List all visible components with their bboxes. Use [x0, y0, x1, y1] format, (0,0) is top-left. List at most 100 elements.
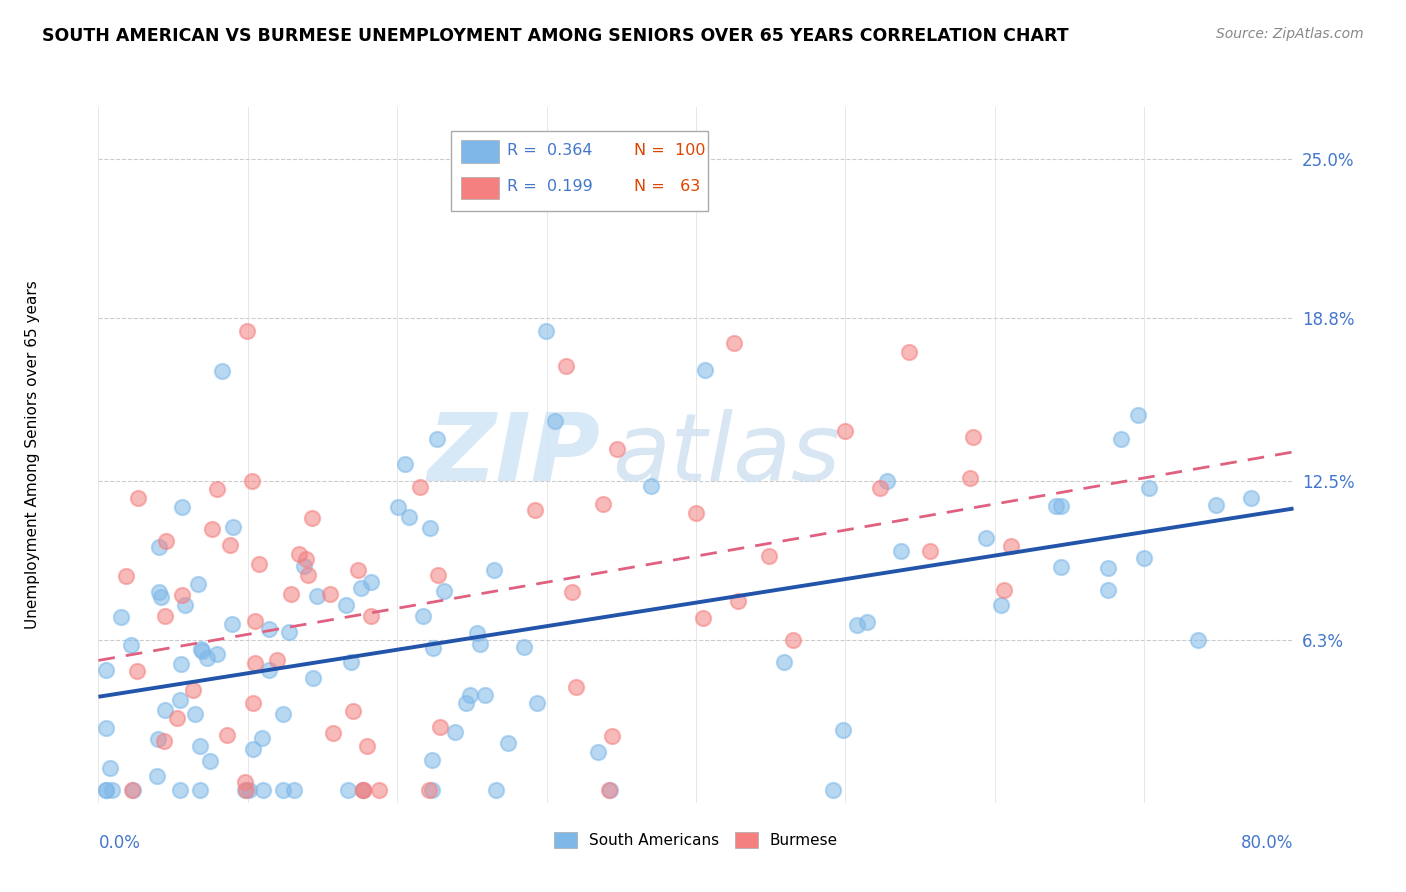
Point [297, 568, 319, 582]
Text: 80.0%: 80.0% [1241, 834, 1294, 852]
Point [305, 589, 328, 603]
Point [146, 769, 169, 783]
Point [599, 783, 621, 797]
Point [485, 783, 508, 797]
FancyBboxPatch shape [461, 140, 499, 162]
Point [482, 563, 505, 577]
Text: N =   63: N = 63 [634, 179, 700, 194]
Point [243, 656, 266, 670]
Point [181, 683, 204, 698]
Point [426, 568, 449, 582]
Point [278, 625, 301, 640]
Point [195, 651, 218, 665]
Point [110, 609, 132, 624]
Point [693, 363, 716, 377]
Point [513, 640, 536, 654]
Point [221, 617, 243, 632]
Point [555, 359, 578, 373]
Text: 0.0%: 0.0% [98, 834, 141, 852]
Point [169, 783, 191, 797]
Text: Source: ZipAtlas.com: Source: ZipAtlas.com [1216, 27, 1364, 41]
Point [190, 783, 212, 797]
Point [606, 442, 628, 456]
Point [198, 754, 221, 768]
Point [322, 726, 344, 740]
Point [1050, 499, 1073, 513]
Point [233, 775, 256, 789]
Point [342, 704, 364, 718]
Point [242, 696, 264, 710]
Point [242, 474, 264, 488]
Point [127, 491, 149, 505]
Point [122, 783, 145, 797]
Point [211, 364, 233, 378]
Point [782, 632, 804, 647]
Point [920, 543, 942, 558]
Point [247, 557, 270, 571]
Point [1137, 482, 1160, 496]
Point [205, 483, 228, 497]
Point [184, 706, 207, 721]
Point [259, 622, 281, 636]
Point [152, 733, 174, 747]
Point [340, 656, 363, 670]
Point [121, 783, 143, 797]
Point [94, 783, 117, 797]
Point [561, 584, 583, 599]
Point [238, 783, 260, 797]
Point [598, 783, 620, 797]
Text: R =  0.364: R = 0.364 [508, 143, 593, 158]
Point [215, 728, 238, 742]
Point [426, 432, 449, 446]
Point [360, 574, 382, 589]
Point [1097, 582, 1119, 597]
Point [398, 509, 420, 524]
Point [280, 587, 302, 601]
Point [292, 559, 315, 574]
Point [201, 522, 224, 536]
Point [468, 637, 491, 651]
Point [758, 549, 780, 564]
Point [496, 736, 519, 750]
Point [412, 608, 434, 623]
Point [959, 471, 981, 485]
Point [190, 641, 212, 656]
Point [821, 783, 844, 797]
FancyBboxPatch shape [451, 131, 709, 211]
Point [409, 480, 432, 494]
Point [170, 657, 193, 672]
Legend: South Americans, Burmese: South Americans, Burmese [548, 825, 844, 855]
Point [387, 500, 409, 514]
Point [148, 540, 170, 554]
Point [420, 783, 443, 797]
Point [100, 783, 122, 797]
FancyBboxPatch shape [461, 177, 499, 199]
Point [1109, 432, 1132, 446]
Point [586, 745, 609, 759]
Point [146, 731, 169, 746]
Point [534, 324, 557, 338]
Point [356, 739, 378, 754]
Point [685, 507, 707, 521]
Point [600, 729, 623, 743]
Point [94, 663, 117, 677]
Point [1045, 500, 1067, 514]
Point [352, 783, 374, 797]
Point [869, 481, 891, 495]
Point [98, 761, 121, 775]
Text: Unemployment Among Seniors over 65 years: Unemployment Among Seniors over 65 years [25, 281, 41, 629]
Point [319, 587, 342, 601]
Point [294, 552, 316, 566]
Point [187, 576, 209, 591]
Point [288, 547, 311, 561]
Point [1000, 539, 1022, 553]
Point [856, 615, 879, 630]
Point [845, 618, 868, 632]
Point [418, 783, 440, 797]
Point [1240, 491, 1263, 506]
Point [727, 594, 749, 608]
Point [898, 344, 921, 359]
Point [526, 696, 548, 710]
Point [352, 783, 374, 797]
Point [772, 656, 794, 670]
